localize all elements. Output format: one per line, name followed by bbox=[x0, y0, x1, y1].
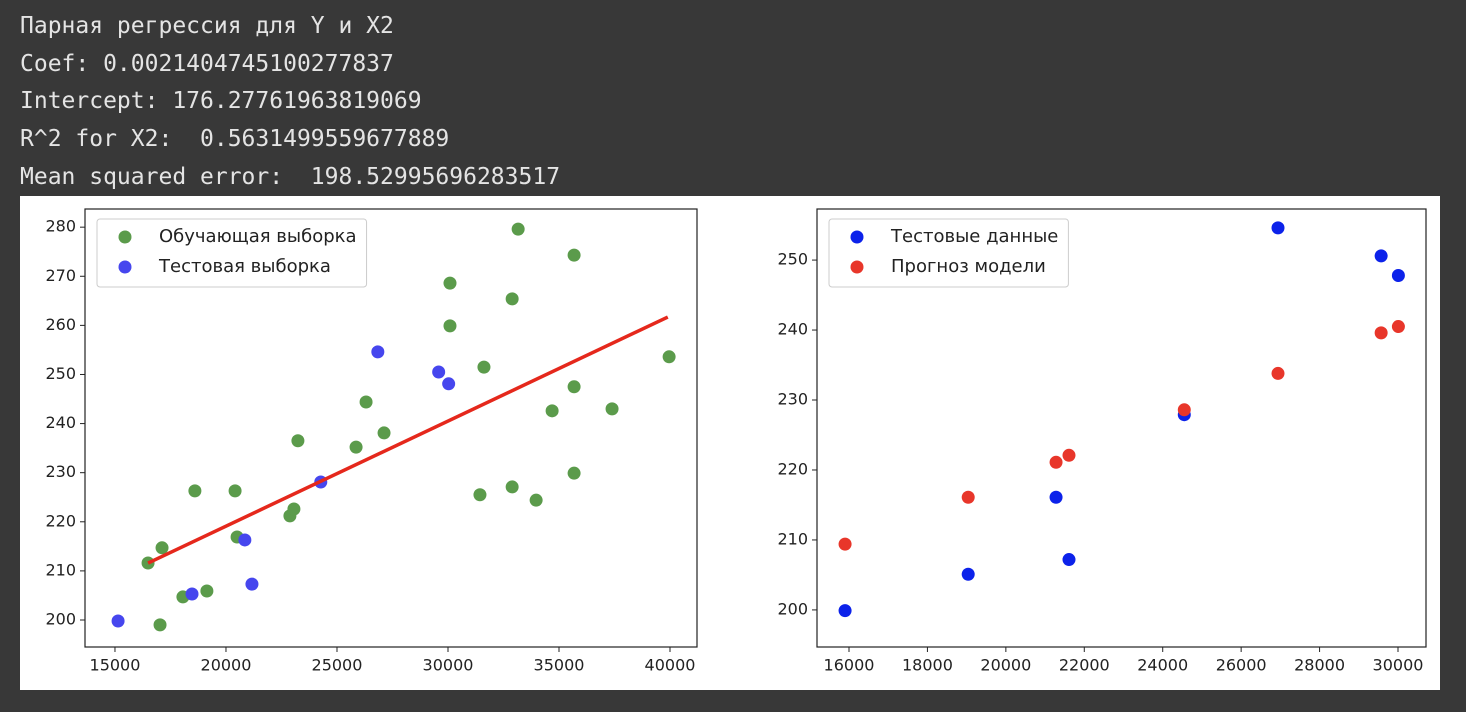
legend-marker bbox=[118, 260, 132, 274]
x-tick-label: 25000 bbox=[312, 656, 363, 675]
axes-frame bbox=[84, 208, 698, 648]
scatter-point bbox=[605, 402, 619, 416]
scatter-point bbox=[838, 604, 852, 618]
scatter-point bbox=[188, 484, 202, 498]
legend-box bbox=[828, 218, 1069, 288]
scatter-point bbox=[1177, 403, 1191, 417]
regression-line bbox=[147, 315, 669, 565]
scatter-point bbox=[443, 319, 457, 333]
scatter-point bbox=[1391, 268, 1405, 282]
scatter-point bbox=[228, 484, 242, 498]
scatter-point bbox=[1271, 366, 1285, 380]
scatter-point bbox=[155, 541, 169, 555]
x-tick-label: 16000 bbox=[824, 656, 875, 675]
scatter-point bbox=[371, 345, 385, 359]
scatter-point bbox=[377, 426, 391, 440]
y-tick-label: 260 bbox=[45, 315, 76, 334]
y-tick-label: 240 bbox=[45, 413, 76, 432]
legend-label: Обучающая выборка bbox=[159, 226, 357, 247]
scatter-point bbox=[505, 480, 519, 494]
y-tick-label: 280 bbox=[45, 217, 76, 236]
y-tick-label: 220 bbox=[777, 459, 808, 478]
scatter-point bbox=[473, 488, 487, 502]
y-tick-label: 250 bbox=[777, 250, 808, 269]
scatter-point bbox=[505, 292, 519, 306]
output-line: Intercept: 176.27761963819069 bbox=[20, 88, 422, 115]
legend-marker bbox=[118, 230, 132, 244]
scatter-point bbox=[545, 404, 559, 418]
scatter-point bbox=[291, 434, 305, 448]
legend-label: Тестовые данные bbox=[890, 226, 1058, 247]
legend-marker bbox=[850, 260, 864, 274]
output-line: R^2 for X2: 0.5631499559677889 bbox=[20, 126, 450, 153]
y-tick-label: 210 bbox=[45, 560, 76, 579]
scatter-point bbox=[477, 360, 491, 374]
scatter-point bbox=[1374, 249, 1388, 263]
x-tick-label: 28000 bbox=[1294, 656, 1345, 675]
x-tick-label: 35000 bbox=[534, 656, 585, 675]
scatter-point bbox=[153, 618, 167, 632]
legend-box bbox=[96, 218, 368, 288]
cell-output: Парная регрессия для Y и X2 Coef: 0.00214… bbox=[20, 8, 560, 196]
x-tick-label: 26000 bbox=[1216, 656, 1267, 675]
scatter-point bbox=[349, 440, 363, 454]
scatter-point bbox=[567, 466, 581, 480]
scatter-point bbox=[529, 493, 543, 507]
scatter-point bbox=[238, 533, 252, 547]
scatter-point bbox=[1271, 221, 1285, 235]
x-tick-label: 40000 bbox=[645, 656, 696, 675]
scatter-point bbox=[442, 377, 456, 391]
y-tick-label: 240 bbox=[777, 320, 808, 339]
scatter-point bbox=[111, 614, 125, 628]
scatter-point bbox=[287, 502, 301, 516]
axes-frame bbox=[816, 208, 1427, 648]
legend-marker bbox=[850, 230, 864, 244]
x-tick-label: 20000 bbox=[201, 656, 252, 675]
scatter-point bbox=[1062, 448, 1076, 462]
y-tick-label: 210 bbox=[777, 529, 808, 548]
x-tick-label: 30000 bbox=[423, 656, 474, 675]
scatter-point bbox=[838, 537, 852, 551]
x-tick-label: 20000 bbox=[980, 656, 1031, 675]
y-tick-label: 250 bbox=[45, 364, 76, 383]
y-tick-label: 230 bbox=[777, 390, 808, 409]
scatter-point bbox=[511, 222, 525, 236]
y-tick-label: 270 bbox=[45, 266, 76, 285]
y-tick-label: 200 bbox=[777, 599, 808, 618]
scatter-point bbox=[359, 395, 373, 409]
y-tick-label: 230 bbox=[45, 462, 76, 481]
scatter-point bbox=[567, 380, 581, 394]
scatter-point bbox=[1391, 320, 1405, 334]
scatter-point bbox=[1049, 455, 1063, 469]
scatter-point bbox=[961, 490, 975, 504]
scatter-point bbox=[185, 587, 199, 601]
x-tick-label: 30000 bbox=[1373, 656, 1424, 675]
output-line: Coef: 0.0021404745100277837 bbox=[20, 50, 394, 77]
scatter-point bbox=[1374, 326, 1388, 340]
output-line: Mean squared error: 198.52995696283517 bbox=[20, 163, 561, 190]
scatter-point bbox=[1049, 490, 1063, 504]
x-tick-label: 24000 bbox=[1137, 656, 1188, 675]
scatter-point bbox=[443, 276, 457, 290]
x-tick-label: 22000 bbox=[1059, 656, 1110, 675]
scatter-point bbox=[200, 584, 214, 598]
legend-label: Тестовая выборка bbox=[158, 256, 331, 277]
scatter-point bbox=[567, 248, 581, 262]
output-line: Парная регрессия для Y и X2 bbox=[20, 13, 394, 39]
y-tick-label: 220 bbox=[45, 511, 76, 530]
x-tick-label: 15000 bbox=[90, 656, 141, 675]
legend-label: Прогноз модели bbox=[891, 256, 1046, 277]
scatter-point bbox=[662, 350, 676, 364]
y-tick-label: 200 bbox=[45, 609, 76, 628]
x-tick-label: 18000 bbox=[902, 656, 953, 675]
scatter-point bbox=[1062, 553, 1076, 567]
scatter-point bbox=[432, 365, 446, 379]
scatter-point bbox=[961, 567, 975, 581]
scatter-point bbox=[245, 577, 259, 591]
